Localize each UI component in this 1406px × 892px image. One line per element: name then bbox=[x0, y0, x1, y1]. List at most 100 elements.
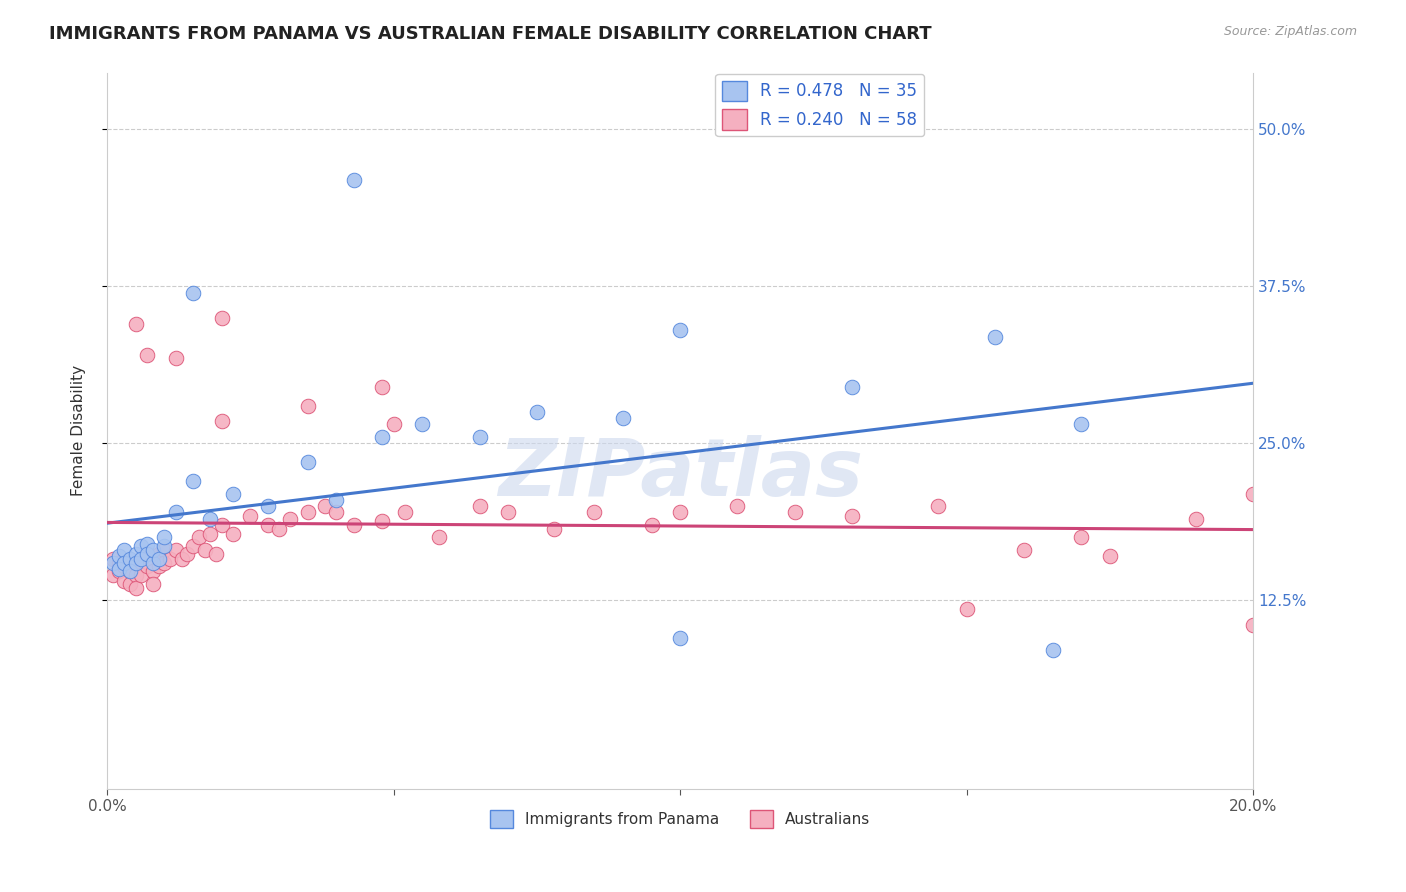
Point bbox=[142, 577, 165, 591]
Point bbox=[267, 522, 290, 536]
Point bbox=[181, 539, 204, 553]
Point bbox=[382, 417, 405, 432]
Point bbox=[136, 559, 159, 574]
Point bbox=[583, 505, 606, 519]
Point bbox=[669, 505, 692, 519]
Point bbox=[107, 549, 129, 564]
Point bbox=[112, 543, 135, 558]
Point bbox=[112, 559, 135, 574]
Point bbox=[153, 556, 176, 570]
Point bbox=[159, 551, 181, 566]
Point bbox=[112, 574, 135, 589]
Point bbox=[131, 556, 153, 570]
Point bbox=[239, 509, 262, 524]
Point bbox=[1012, 543, 1035, 558]
Point bbox=[325, 505, 347, 519]
Point bbox=[612, 411, 634, 425]
Point bbox=[142, 543, 165, 558]
Point bbox=[1070, 531, 1092, 545]
Point bbox=[153, 543, 176, 558]
Point bbox=[371, 514, 394, 528]
Point bbox=[125, 317, 148, 331]
Point bbox=[297, 505, 319, 519]
Point bbox=[181, 474, 204, 488]
Point bbox=[107, 562, 129, 576]
Point bbox=[342, 517, 364, 532]
Point bbox=[526, 405, 548, 419]
Point bbox=[956, 602, 979, 616]
Point bbox=[193, 543, 215, 558]
Point bbox=[142, 556, 165, 570]
Point bbox=[165, 543, 187, 558]
Point bbox=[1241, 486, 1264, 500]
Point bbox=[841, 380, 863, 394]
Point bbox=[107, 565, 129, 579]
Point bbox=[118, 565, 141, 579]
Point bbox=[297, 399, 319, 413]
Point bbox=[165, 351, 187, 365]
Point bbox=[148, 559, 170, 574]
Point bbox=[411, 417, 433, 432]
Text: IMMIGRANTS FROM PANAMA VS AUSTRALIAN FEMALE DISABILITY CORRELATION CHART: IMMIGRANTS FROM PANAMA VS AUSTRALIAN FEM… bbox=[49, 25, 932, 43]
Point bbox=[297, 455, 319, 469]
Point bbox=[148, 551, 170, 566]
Point bbox=[496, 505, 519, 519]
Point bbox=[205, 547, 228, 561]
Point bbox=[136, 547, 159, 561]
Point bbox=[669, 323, 692, 337]
Point bbox=[153, 531, 176, 545]
Point bbox=[256, 499, 278, 513]
Point bbox=[118, 551, 141, 566]
Point bbox=[165, 505, 187, 519]
Point bbox=[1098, 549, 1121, 564]
Point bbox=[107, 556, 129, 570]
Point bbox=[125, 568, 148, 582]
Point bbox=[222, 486, 245, 500]
Point bbox=[131, 551, 153, 566]
Point bbox=[211, 310, 233, 325]
Point bbox=[1070, 417, 1092, 432]
Point bbox=[1241, 618, 1264, 632]
Point bbox=[176, 547, 198, 561]
Point bbox=[101, 556, 124, 570]
Point bbox=[131, 568, 153, 582]
Point bbox=[125, 547, 148, 561]
Point bbox=[136, 537, 159, 551]
Point bbox=[118, 565, 141, 579]
Point bbox=[1042, 643, 1064, 657]
Point bbox=[153, 539, 176, 553]
Point bbox=[136, 547, 159, 561]
Point bbox=[371, 430, 394, 444]
Point bbox=[200, 511, 222, 525]
Text: Source: ZipAtlas.com: Source: ZipAtlas.com bbox=[1223, 25, 1357, 38]
Point bbox=[142, 565, 165, 579]
Legend: Immigrants from Panama, Australians: Immigrants from Panama, Australians bbox=[484, 804, 876, 835]
Y-axis label: Female Disability: Female Disability bbox=[72, 365, 86, 496]
Point bbox=[669, 631, 692, 645]
Point bbox=[1185, 511, 1208, 525]
Point bbox=[131, 539, 153, 553]
Point bbox=[371, 380, 394, 394]
Text: ZIPatlas: ZIPatlas bbox=[498, 434, 863, 513]
Point bbox=[211, 414, 233, 428]
Point bbox=[112, 556, 135, 570]
Point bbox=[101, 551, 124, 566]
Point bbox=[148, 547, 170, 561]
Point bbox=[187, 531, 209, 545]
Point bbox=[783, 505, 806, 519]
Point bbox=[543, 522, 565, 536]
Point bbox=[125, 556, 148, 570]
Point bbox=[394, 505, 416, 519]
Point bbox=[211, 517, 233, 532]
Point bbox=[118, 577, 141, 591]
Point bbox=[125, 581, 148, 595]
Point bbox=[841, 509, 863, 524]
Point bbox=[468, 430, 491, 444]
Point bbox=[101, 568, 124, 582]
Point bbox=[727, 499, 749, 513]
Point bbox=[342, 172, 364, 186]
Point bbox=[429, 531, 451, 545]
Point bbox=[468, 499, 491, 513]
Point bbox=[314, 499, 336, 513]
Point bbox=[325, 492, 347, 507]
